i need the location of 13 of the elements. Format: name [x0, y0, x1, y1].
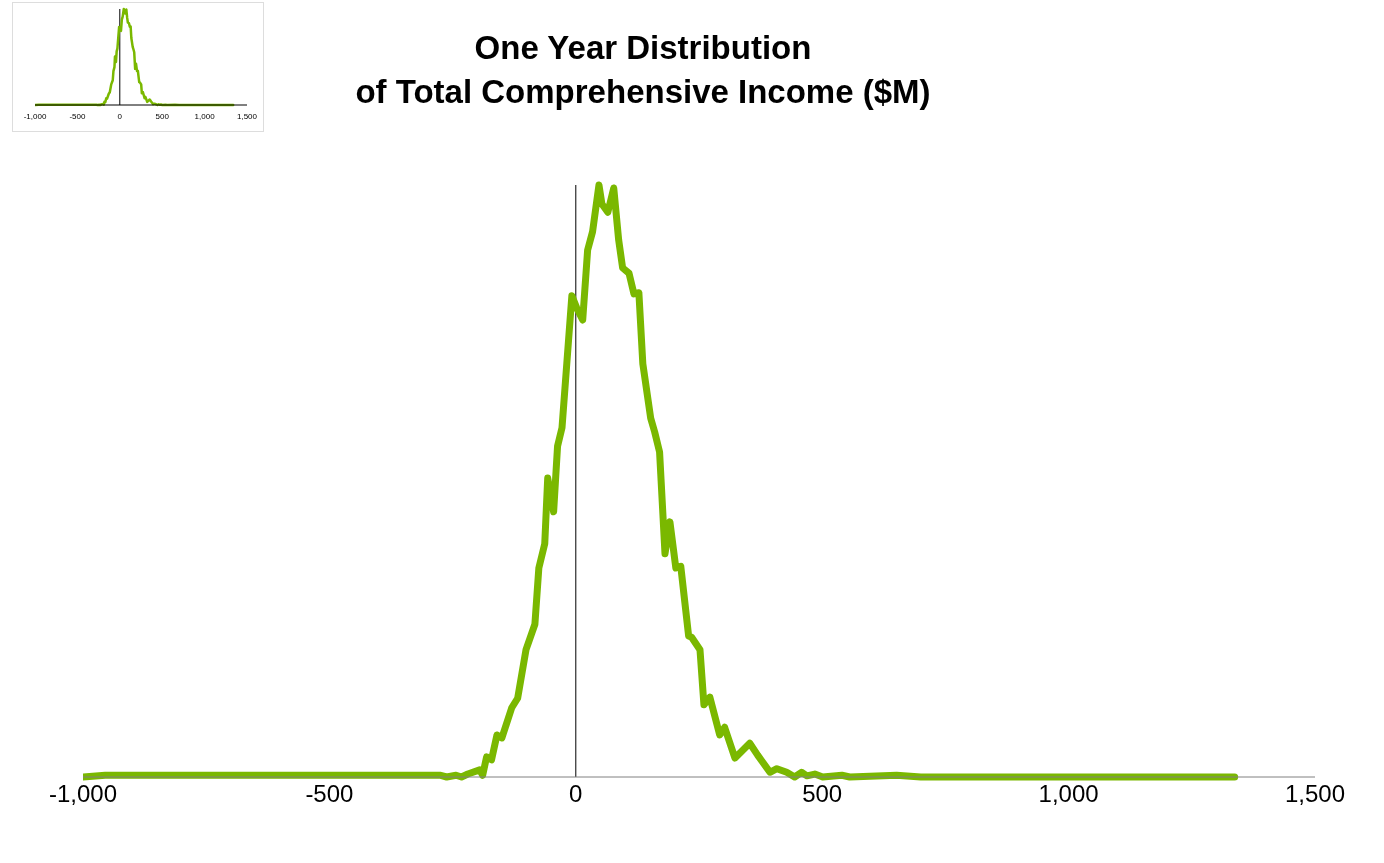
x-tick-label: 1,500 [1284, 780, 1346, 808]
x-tick-label: 0 [117, 111, 123, 121]
chart-title: One Year Distribution of Total Comprehensive Income ($M) [354, 28, 932, 112]
x-tick-label: 500 [155, 111, 170, 121]
x-tick-label: -1,000 [48, 780, 118, 808]
x-tick-label: 1,500 [236, 111, 258, 121]
x-tick-label: 1,000 [1038, 780, 1099, 808]
x-tick-label: 500 [802, 780, 843, 808]
x-tick-label: -500 [69, 111, 86, 121]
x-tick-label: 0 [569, 780, 583, 808]
x-tick-label: 1,000 [194, 111, 216, 121]
x-tick-label: -1,000 [23, 111, 47, 121]
x-tick-label: -500 [305, 780, 354, 808]
